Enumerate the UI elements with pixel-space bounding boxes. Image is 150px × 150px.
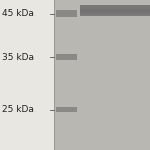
Text: 35 kDa: 35 kDa	[2, 52, 33, 62]
Bar	[80, 5, 150, 7]
Text: 25 kDa: 25 kDa	[2, 105, 33, 114]
Bar	[80, 8, 150, 9]
Bar	[80, 12, 150, 13]
Bar	[80, 6, 150, 8]
Bar	[56, 107, 77, 112]
Bar	[80, 15, 150, 16]
Bar	[80, 9, 150, 10]
Bar	[80, 11, 150, 12]
Bar	[80, 13, 150, 14]
Text: 45 kDa: 45 kDa	[2, 9, 33, 18]
Bar	[56, 54, 77, 60]
Bar	[56, 10, 77, 17]
Bar	[54, 0, 150, 150]
Bar	[80, 10, 150, 11]
Bar	[80, 14, 150, 15]
